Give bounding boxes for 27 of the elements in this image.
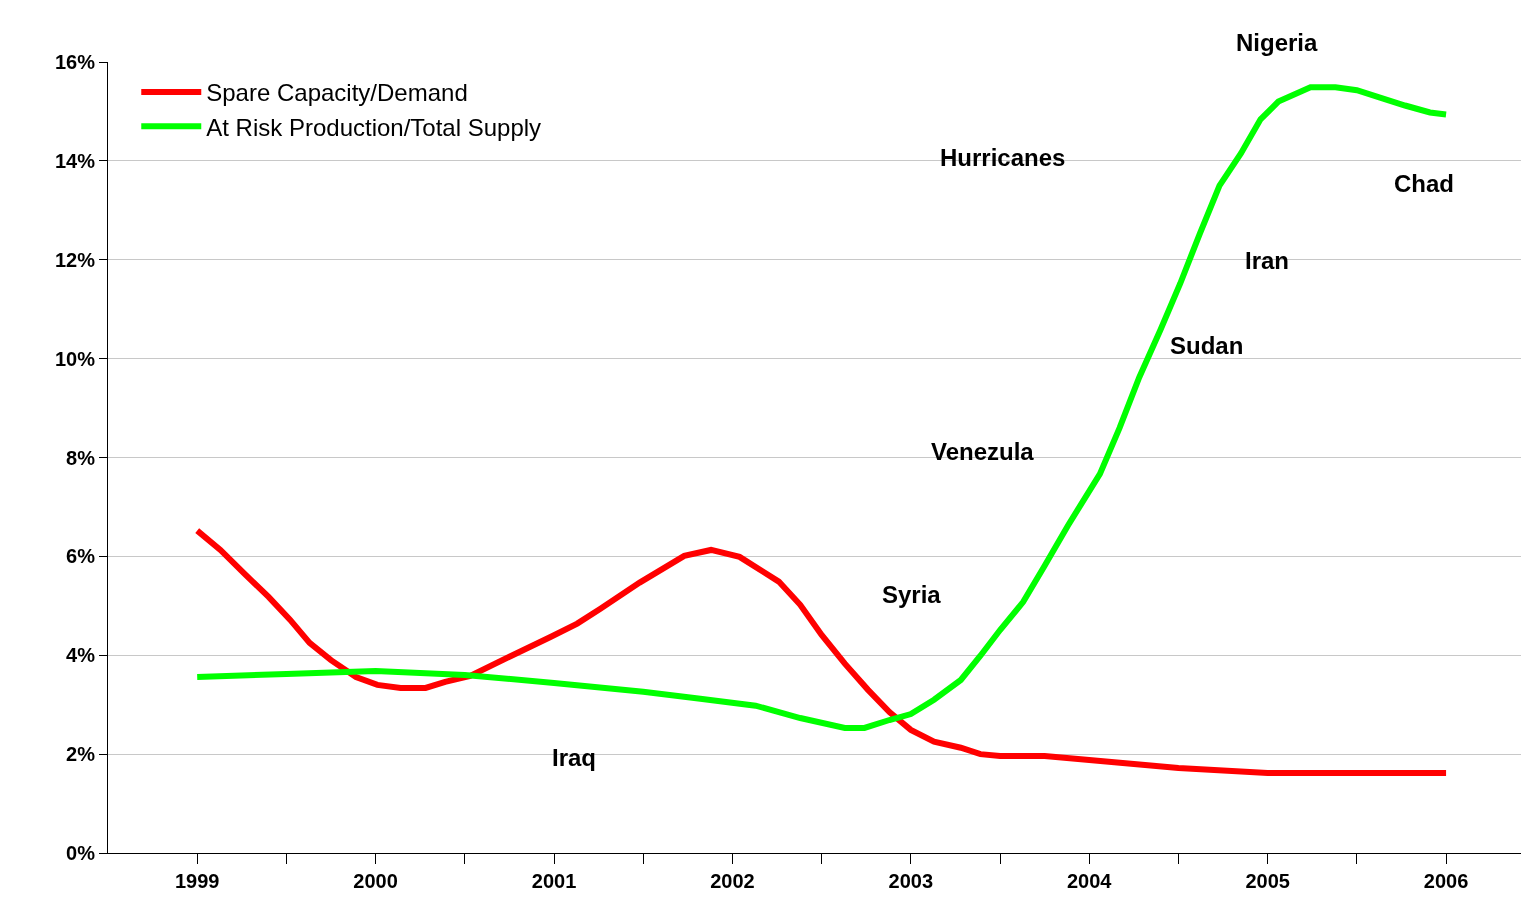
annotation: Venezula xyxy=(931,438,1035,465)
x-tick-label: 2003 xyxy=(888,870,934,892)
y-tick-label: 2% xyxy=(66,743,96,766)
annotation: Syria xyxy=(882,581,942,608)
x-tick-label: 2004 xyxy=(1067,870,1113,892)
annotation: Sudan xyxy=(1170,332,1244,359)
y-tick-label: 6% xyxy=(66,545,96,568)
x-tick-label: 2006 xyxy=(1423,870,1469,892)
annotation: Chad xyxy=(1394,170,1454,197)
legend-label: At Risk Production/Total Supply xyxy=(206,113,542,141)
y-tick-label: 4% xyxy=(66,644,96,667)
y-tick-label: 0% xyxy=(66,842,96,864)
x-tick-label: 2005 xyxy=(1245,870,1290,892)
annotation: Iran xyxy=(1245,247,1290,274)
legend-label: Spare Capacity/Demand xyxy=(206,79,468,107)
x-tick-label: 1999 xyxy=(174,870,220,892)
x-tick-label: 2002 xyxy=(710,870,755,892)
y-tick-label: 12% xyxy=(54,248,96,271)
annotation: Iraq xyxy=(552,744,597,771)
y-tick-label: 8% xyxy=(66,446,96,469)
y-tick-label: 14% xyxy=(54,149,96,172)
y-tick-label: 10% xyxy=(54,347,96,370)
annotation: Hurricanes xyxy=(940,144,1066,171)
x-tick-label: 2000 xyxy=(353,870,398,892)
text: Nigeria xyxy=(1236,29,1319,56)
x-tick-label: 2001 xyxy=(531,870,577,892)
y-tick-label: 16% xyxy=(54,51,96,73)
